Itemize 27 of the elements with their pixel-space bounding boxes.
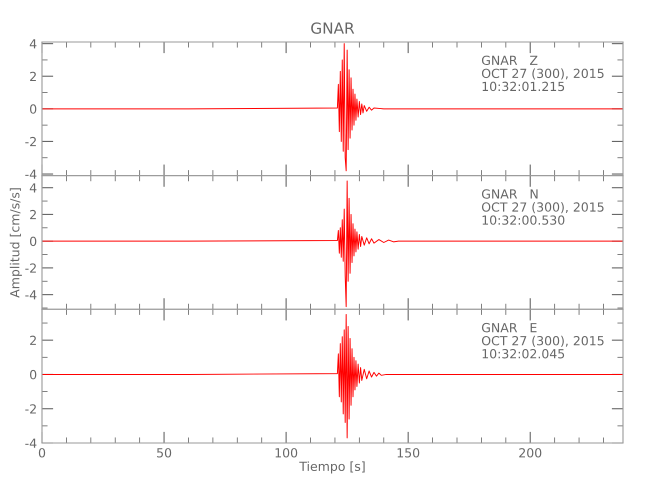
annotation: GNAR Z OCT 27 (300), 2015 10:32:01.215 (482, 56, 604, 92)
x-tick-label: 100 (276, 448, 298, 458)
y-tick-label: -2 (25, 136, 36, 146)
x-axis-title: Tiempo [s] (299, 461, 365, 474)
y-tick-label: 4 (30, 183, 36, 192)
annotation: GNAR E OCT 27 (300), 2015 10:32:02.045 (482, 322, 604, 358)
x-tick-label: 0 (38, 448, 46, 458)
x-tick-label: 50 (157, 448, 172, 458)
y-tick-label: -4 (25, 290, 36, 300)
y-tick-label: 0 (30, 236, 36, 246)
annotation: GNAR N OCT 27 (300), 2015 10:32:00.530 (482, 189, 604, 225)
y-axis-title: Amplitud [cm/s/s] (10, 188, 22, 298)
x-tick-label: 200 (519, 448, 542, 458)
y-tick-label: 2 (30, 336, 36, 345)
y-tick-label: 0 (30, 104, 36, 114)
y-tick-label: 2 (30, 210, 36, 220)
y-tick-label: -2 (25, 263, 36, 273)
y-tick-label: 4 (30, 39, 36, 48)
y-tick-label: -4 (25, 438, 36, 448)
line-series (42, 180, 623, 308)
y-tick-label: -2 (25, 404, 36, 414)
x-tick-label: 150 (398, 448, 420, 458)
line-series (42, 314, 623, 438)
y-tick-label: 2 (30, 72, 36, 81)
y-tick-label: 0 (30, 370, 36, 380)
y-tick-label: -4 (25, 170, 36, 179)
chart-title: GNAR (311, 22, 354, 34)
